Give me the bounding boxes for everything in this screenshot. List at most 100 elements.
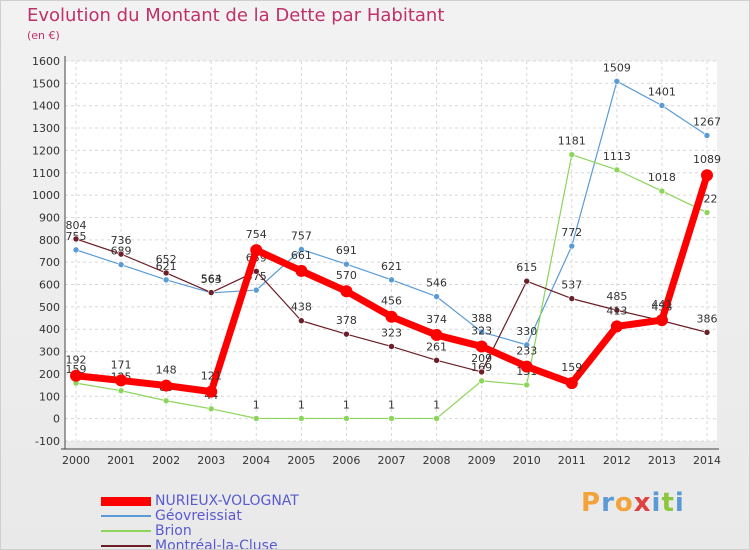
data-label: 323: [381, 326, 402, 339]
data-label: 754: [246, 228, 267, 241]
data-label: 652: [156, 253, 177, 266]
x-tick-label: 2008: [423, 454, 451, 467]
x-tick-label: 2014: [693, 454, 721, 467]
y-tick-label: 1500: [32, 77, 60, 90]
data-point: [252, 286, 260, 294]
data-point: [523, 277, 531, 285]
y-tick-label: 1100: [32, 167, 60, 180]
data-point: [478, 368, 485, 376]
data-point: [205, 385, 218, 398]
data-point: [388, 415, 395, 422]
data-point: [298, 415, 305, 422]
data-label: 1: [388, 398, 395, 411]
data-label: 148: [156, 364, 177, 377]
brand-letter: P: [581, 488, 602, 518]
y-tick-label: 300: [39, 346, 60, 359]
data-point: [703, 209, 711, 216]
brand-letter: o: [614, 488, 634, 518]
x-tick-label: 2013: [648, 454, 676, 467]
data-point: [117, 261, 125, 268]
y-tick-label: -100: [35, 435, 60, 448]
data-label: 691: [336, 244, 357, 257]
y-tick-label: 1300: [32, 122, 60, 135]
data-point: [343, 330, 350, 338]
legend-swatch: [101, 545, 151, 547]
x-tick-label: 2010: [513, 454, 541, 467]
data-point: [523, 341, 531, 349]
x-tick-label: 2009: [468, 454, 496, 467]
data-point: [703, 132, 711, 139]
y-tick-label: 900: [39, 211, 60, 224]
data-point: [703, 329, 711, 336]
legend-label: NURIEUX-VOLOGNAT: [155, 493, 299, 509]
data-label: 209: [471, 352, 492, 365]
data-label: 378: [336, 314, 357, 327]
data-point: [433, 293, 440, 300]
legend-swatch: [101, 496, 151, 506]
data-label: 374: [426, 313, 447, 326]
data-point: [433, 415, 440, 422]
data-label: 261: [426, 340, 447, 353]
data-point: [117, 250, 125, 258]
data-point: [340, 285, 353, 298]
data-point: [568, 295, 576, 302]
data-label: 330: [516, 325, 537, 338]
data-point: [430, 329, 443, 342]
y-tick-label: 600: [39, 279, 60, 292]
data-point: [298, 246, 305, 253]
brand-letter: t: [661, 488, 675, 518]
data-point: [70, 369, 82, 382]
x-tick-label: 2007: [378, 454, 406, 467]
data-label: 1: [433, 398, 440, 411]
data-point: [162, 276, 170, 284]
data-point: [523, 381, 531, 389]
data-label: 772: [561, 226, 582, 239]
legend-label: Géovreissiat: [155, 508, 242, 524]
data-point: [520, 360, 533, 373]
data-point: [568, 242, 576, 250]
data-label: 323: [471, 324, 492, 337]
x-tick-label: 2005: [287, 454, 315, 467]
x-tick-label: 2012: [603, 454, 631, 467]
data-label: 661: [291, 249, 312, 262]
x-tick-label: 2003: [197, 454, 225, 467]
x-tick-label: 2002: [152, 454, 180, 467]
data-label: 159: [561, 361, 582, 374]
data-label: 1401: [648, 85, 676, 98]
data-label: 386: [697, 312, 718, 325]
data-label: 1: [253, 398, 260, 411]
brand-logo: Proxiti: [581, 488, 685, 518]
data-label: 1089: [693, 153, 721, 166]
data-point: [613, 306, 621, 314]
data-label: 171: [111, 358, 132, 371]
y-tick-label: 800: [39, 234, 60, 247]
data-label: 1: [298, 398, 305, 411]
data-label: 388: [471, 312, 492, 325]
legend-swatch: [101, 515, 151, 517]
brand-letter: i: [651, 488, 662, 518]
data-label: 1018: [648, 171, 676, 184]
data-point: [613, 78, 621, 85]
data-point: [701, 169, 713, 182]
data-point: [478, 328, 485, 336]
data-point: [207, 405, 215, 413]
data-point: [207, 289, 215, 296]
data-point: [72, 246, 80, 254]
data-point: [160, 379, 173, 392]
x-tick-label: 2006: [332, 454, 360, 467]
data-point: [613, 166, 621, 174]
data-label: 757: [291, 229, 312, 242]
y-tick-label: 100: [39, 390, 60, 403]
data-point: [72, 235, 80, 243]
x-tick-label: 2004: [242, 454, 270, 467]
data-point: [298, 317, 305, 325]
brand-letter: r: [601, 488, 615, 518]
y-tick-label: 200: [39, 368, 60, 381]
data-label: 233: [516, 345, 537, 358]
data-point: [162, 269, 170, 277]
chart-title: Evolution du Montant de la Dette par Hab…: [27, 5, 445, 26]
data-label: 1267: [693, 115, 721, 128]
data-label: 1113: [603, 150, 631, 163]
y-tick-label: 500: [39, 301, 60, 314]
